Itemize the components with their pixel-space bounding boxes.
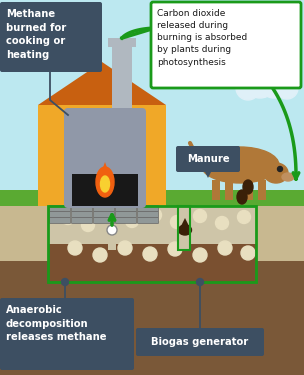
Circle shape xyxy=(194,210,206,222)
Text: Manure: Manure xyxy=(187,154,229,164)
FancyBboxPatch shape xyxy=(94,217,115,223)
FancyBboxPatch shape xyxy=(176,146,240,172)
Bar xyxy=(178,206,190,250)
Circle shape xyxy=(276,77,298,99)
Ellipse shape xyxy=(264,163,288,183)
Circle shape xyxy=(143,247,157,261)
Circle shape xyxy=(61,279,68,285)
Bar xyxy=(48,206,256,244)
FancyBboxPatch shape xyxy=(116,217,136,223)
Bar xyxy=(38,105,166,206)
Circle shape xyxy=(81,219,95,231)
Text: Biogas generator: Biogas generator xyxy=(151,337,249,347)
Bar xyxy=(178,206,190,250)
Circle shape xyxy=(171,216,184,228)
FancyBboxPatch shape xyxy=(136,328,264,356)
FancyBboxPatch shape xyxy=(50,211,71,217)
Circle shape xyxy=(193,248,207,262)
FancyBboxPatch shape xyxy=(137,217,158,223)
Bar xyxy=(48,206,256,282)
Circle shape xyxy=(61,211,74,225)
Ellipse shape xyxy=(201,147,279,183)
Text: Anaerobic
decomposition
releases methane: Anaerobic decomposition releases methane xyxy=(6,305,106,342)
Circle shape xyxy=(259,68,289,98)
Ellipse shape xyxy=(101,176,109,192)
Circle shape xyxy=(118,241,132,255)
FancyBboxPatch shape xyxy=(94,206,115,212)
Bar xyxy=(245,180,253,200)
Bar xyxy=(108,38,136,47)
Bar xyxy=(72,174,138,206)
FancyBboxPatch shape xyxy=(137,211,158,217)
Bar xyxy=(108,206,116,250)
Bar xyxy=(0,206,304,261)
Circle shape xyxy=(107,225,117,235)
FancyBboxPatch shape xyxy=(0,298,134,370)
Text: Carbon dioxide
released during
burning is absorbed
by plants during
photosynthes: Carbon dioxide released during burning i… xyxy=(157,9,247,67)
FancyBboxPatch shape xyxy=(64,108,146,208)
Polygon shape xyxy=(204,170,212,178)
Polygon shape xyxy=(75,174,135,206)
Circle shape xyxy=(103,207,116,219)
FancyBboxPatch shape xyxy=(137,206,158,212)
Ellipse shape xyxy=(237,190,247,204)
Ellipse shape xyxy=(178,225,192,235)
FancyBboxPatch shape xyxy=(50,217,71,223)
Circle shape xyxy=(148,209,161,222)
FancyBboxPatch shape xyxy=(151,2,301,88)
Circle shape xyxy=(126,214,139,228)
Circle shape xyxy=(236,76,260,100)
Circle shape xyxy=(216,216,229,229)
Circle shape xyxy=(93,248,107,262)
Polygon shape xyxy=(100,162,110,176)
FancyBboxPatch shape xyxy=(116,206,136,212)
Circle shape xyxy=(168,242,182,256)
FancyBboxPatch shape xyxy=(0,2,102,72)
FancyBboxPatch shape xyxy=(116,211,136,217)
Circle shape xyxy=(237,210,250,224)
Text: Methane
burned for
cooking or
heating: Methane burned for cooking or heating xyxy=(6,9,66,60)
Bar xyxy=(0,261,304,375)
FancyBboxPatch shape xyxy=(50,206,71,212)
Circle shape xyxy=(278,166,282,171)
FancyBboxPatch shape xyxy=(71,217,92,223)
Circle shape xyxy=(218,241,232,255)
Bar xyxy=(258,180,266,200)
Polygon shape xyxy=(38,62,166,105)
Polygon shape xyxy=(179,218,191,230)
FancyBboxPatch shape xyxy=(71,211,92,217)
Bar xyxy=(112,38,132,108)
Circle shape xyxy=(242,62,278,98)
Bar xyxy=(225,180,233,200)
Circle shape xyxy=(68,241,82,255)
FancyBboxPatch shape xyxy=(71,206,92,212)
FancyBboxPatch shape xyxy=(94,211,115,217)
Ellipse shape xyxy=(243,180,253,194)
Ellipse shape xyxy=(282,173,294,181)
Bar xyxy=(48,244,256,282)
Bar xyxy=(212,180,220,200)
Circle shape xyxy=(196,279,203,285)
Bar xyxy=(0,190,304,206)
Ellipse shape xyxy=(96,167,114,197)
Circle shape xyxy=(241,246,255,260)
